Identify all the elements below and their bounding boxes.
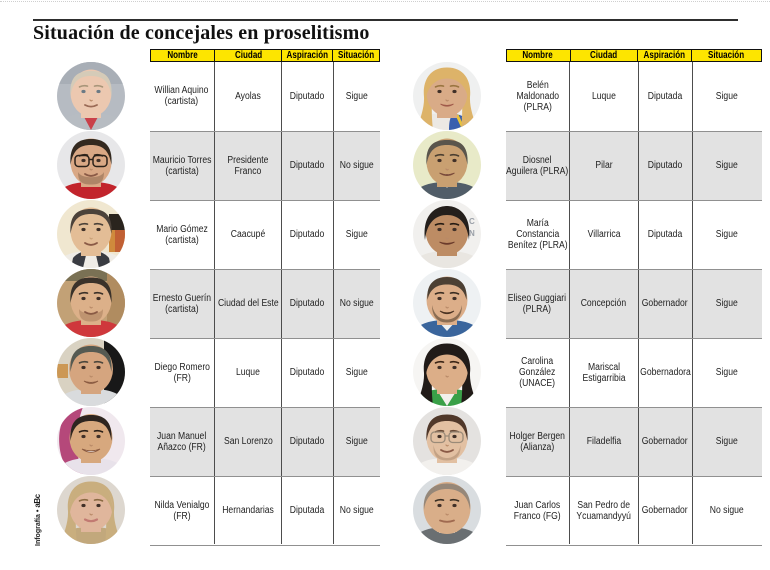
svg-text:N: N bbox=[469, 229, 475, 238]
svg-text:C: C bbox=[469, 217, 475, 226]
